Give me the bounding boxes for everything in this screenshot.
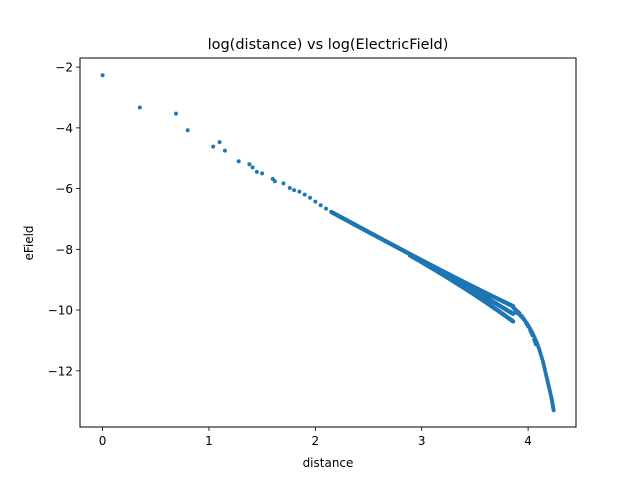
y-tick-label: −6 xyxy=(55,182,73,196)
data-point xyxy=(185,128,190,133)
data-point xyxy=(313,199,318,204)
data-point xyxy=(318,203,323,208)
data-point xyxy=(511,319,516,324)
chart-title: log(distance) vs log(ElectricField) xyxy=(208,37,449,53)
data-point xyxy=(236,159,241,164)
x-tick-label: 0 xyxy=(99,434,107,448)
data-point xyxy=(308,195,313,200)
data-point xyxy=(551,408,556,413)
data-point xyxy=(292,188,297,193)
data-point xyxy=(281,181,286,186)
data-point xyxy=(530,333,535,338)
y-axis-label: eField xyxy=(22,225,36,260)
x-tick-label: 3 xyxy=(418,434,426,448)
y-tick-label: −12 xyxy=(48,364,73,378)
y-tick-label: −4 xyxy=(55,121,73,135)
data-point xyxy=(272,179,277,184)
y-tick-label: −8 xyxy=(55,243,73,257)
data-point xyxy=(260,171,265,176)
data-point xyxy=(521,317,526,322)
x-tick-label: 1 xyxy=(205,434,213,448)
data-point xyxy=(323,206,328,211)
data-point xyxy=(173,111,178,116)
axis-ticks: 0 1 2 3 4 −2 −4 −6 −8 −10 −12 xyxy=(48,61,532,448)
data-point xyxy=(297,189,302,194)
y-tick-label: −10 xyxy=(48,304,73,318)
data-point xyxy=(100,73,105,78)
data-point xyxy=(302,192,307,197)
data-point xyxy=(287,185,292,190)
x-tick-label: 2 xyxy=(312,434,320,448)
data-point xyxy=(517,311,522,316)
data-point xyxy=(250,165,255,170)
data-point xyxy=(254,169,259,174)
plot-frame xyxy=(79,57,577,428)
data-point xyxy=(247,162,252,167)
data-point xyxy=(217,140,222,145)
data-point xyxy=(533,342,538,347)
data-point xyxy=(526,324,531,329)
data-points xyxy=(100,73,556,413)
data-point xyxy=(222,148,227,153)
data-point xyxy=(211,144,216,149)
x-tick-label: 4 xyxy=(524,434,532,448)
data-point xyxy=(137,105,142,110)
x-axis-label: distance xyxy=(303,456,354,470)
y-tick-label: −2 xyxy=(55,61,73,75)
